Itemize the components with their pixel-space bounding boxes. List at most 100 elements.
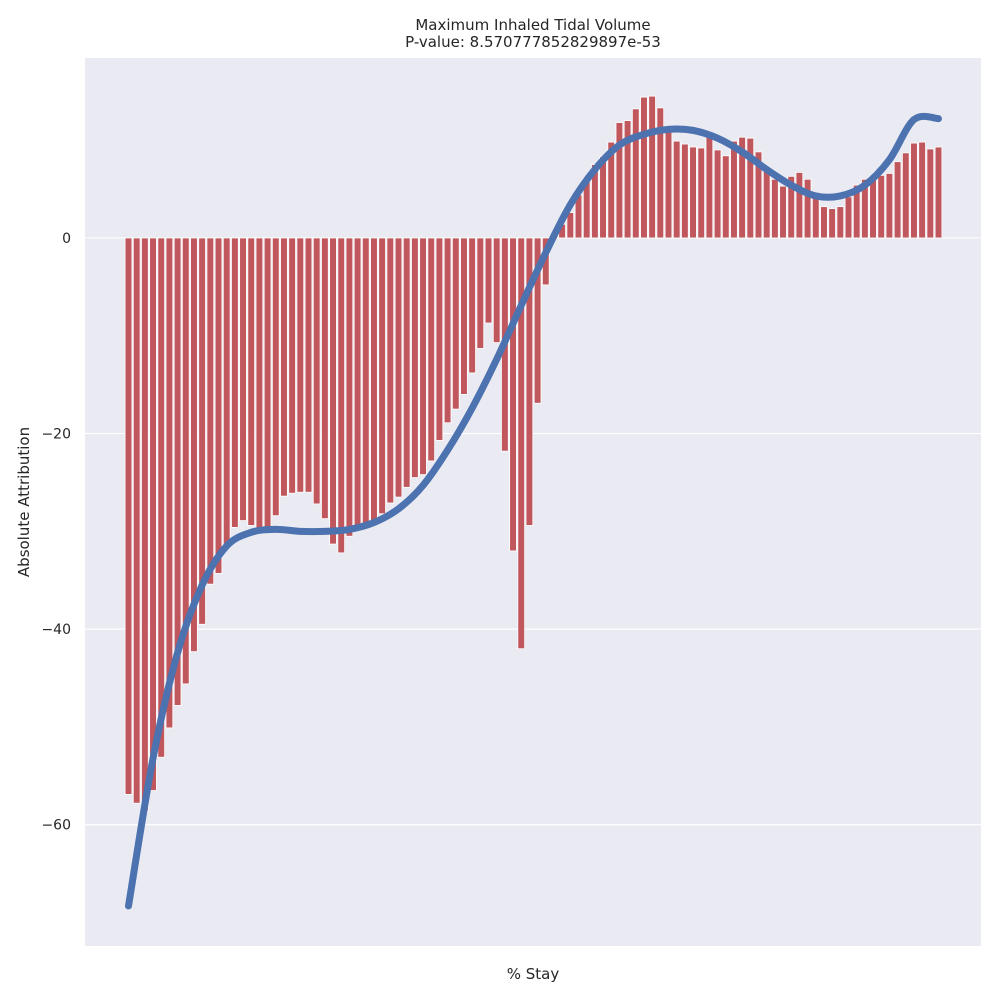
bar xyxy=(885,173,894,239)
bar xyxy=(640,96,648,239)
bar xyxy=(206,237,215,585)
bar xyxy=(419,237,427,476)
bar xyxy=(771,178,779,239)
y-tick-label: −20 xyxy=(41,427,71,443)
x-axis-label: % Stay xyxy=(507,965,560,983)
y-tick-label: 0 xyxy=(62,231,71,247)
bar xyxy=(820,206,828,239)
bar-series xyxy=(124,95,943,812)
bar xyxy=(664,126,673,239)
bar xyxy=(901,152,910,239)
bar xyxy=(247,237,256,526)
bar xyxy=(484,237,493,324)
bar xyxy=(599,156,607,239)
bar xyxy=(910,142,918,239)
bar xyxy=(492,237,501,343)
bar xyxy=(460,237,468,395)
bar xyxy=(451,237,460,410)
bar xyxy=(517,237,526,650)
bar xyxy=(525,237,534,526)
bar xyxy=(476,237,485,349)
bar xyxy=(713,149,722,239)
bar xyxy=(402,237,411,488)
bar xyxy=(141,237,149,812)
y-tick-label: −40 xyxy=(41,622,71,638)
y-axis-label: Absolute Attribution xyxy=(15,427,33,577)
bar xyxy=(165,237,174,729)
bar xyxy=(893,161,902,239)
bar xyxy=(746,137,755,239)
bar xyxy=(157,237,166,758)
bar xyxy=(844,196,853,239)
bar xyxy=(754,151,763,239)
bar xyxy=(631,108,640,239)
bar xyxy=(190,237,198,653)
bar xyxy=(648,95,656,239)
bar xyxy=(828,208,836,239)
bar xyxy=(869,175,877,239)
bar xyxy=(926,148,935,239)
bar xyxy=(149,237,157,791)
bar xyxy=(811,197,820,239)
bar xyxy=(566,212,575,239)
bar xyxy=(312,237,321,505)
bar xyxy=(239,237,247,521)
bar xyxy=(787,175,796,239)
bar xyxy=(738,136,746,239)
bar xyxy=(280,237,288,497)
bar xyxy=(443,237,452,424)
bar xyxy=(132,237,141,804)
bar xyxy=(329,237,337,545)
bar xyxy=(533,237,542,404)
bar xyxy=(762,168,771,239)
bar xyxy=(370,237,378,525)
y-tick-label: −60 xyxy=(41,818,71,834)
bar xyxy=(345,237,354,537)
bar xyxy=(852,184,861,239)
bar xyxy=(934,146,943,239)
bar xyxy=(337,237,346,554)
bar xyxy=(721,155,730,239)
bar xyxy=(779,185,787,239)
bar xyxy=(353,237,362,530)
bar xyxy=(730,140,738,239)
bar xyxy=(509,237,517,552)
bar xyxy=(672,140,681,239)
bar xyxy=(222,237,231,546)
bar xyxy=(263,237,272,530)
bar xyxy=(689,146,697,239)
bar xyxy=(836,206,845,239)
bar xyxy=(321,237,329,520)
bar xyxy=(378,237,386,515)
bar xyxy=(656,107,665,239)
chart-subtitle: P-value: 8.570777852829897e-53 xyxy=(405,33,661,51)
bar xyxy=(803,178,812,239)
bar xyxy=(198,237,206,625)
bar xyxy=(214,237,223,574)
bar xyxy=(386,237,395,504)
bar xyxy=(877,174,886,239)
bar xyxy=(468,237,476,374)
bar xyxy=(861,178,869,239)
bar xyxy=(435,237,444,441)
bar xyxy=(181,237,190,685)
bar xyxy=(427,237,436,462)
bar xyxy=(296,237,305,493)
bar xyxy=(361,237,370,527)
bar xyxy=(304,237,313,493)
bar xyxy=(173,237,182,706)
bar xyxy=(394,237,403,498)
y-tick-labels: 0 −20 −40 −60 xyxy=(41,231,71,834)
bar xyxy=(918,141,926,239)
bar xyxy=(705,135,714,239)
bar xyxy=(411,237,419,478)
trend-line xyxy=(125,112,942,910)
bar xyxy=(255,237,264,530)
bar xyxy=(124,237,133,795)
bar xyxy=(231,237,239,528)
bar xyxy=(607,141,616,239)
bar xyxy=(697,147,706,239)
bar xyxy=(271,237,280,517)
chart-title: Maximum Inhaled Tidal Volume xyxy=(415,16,650,34)
